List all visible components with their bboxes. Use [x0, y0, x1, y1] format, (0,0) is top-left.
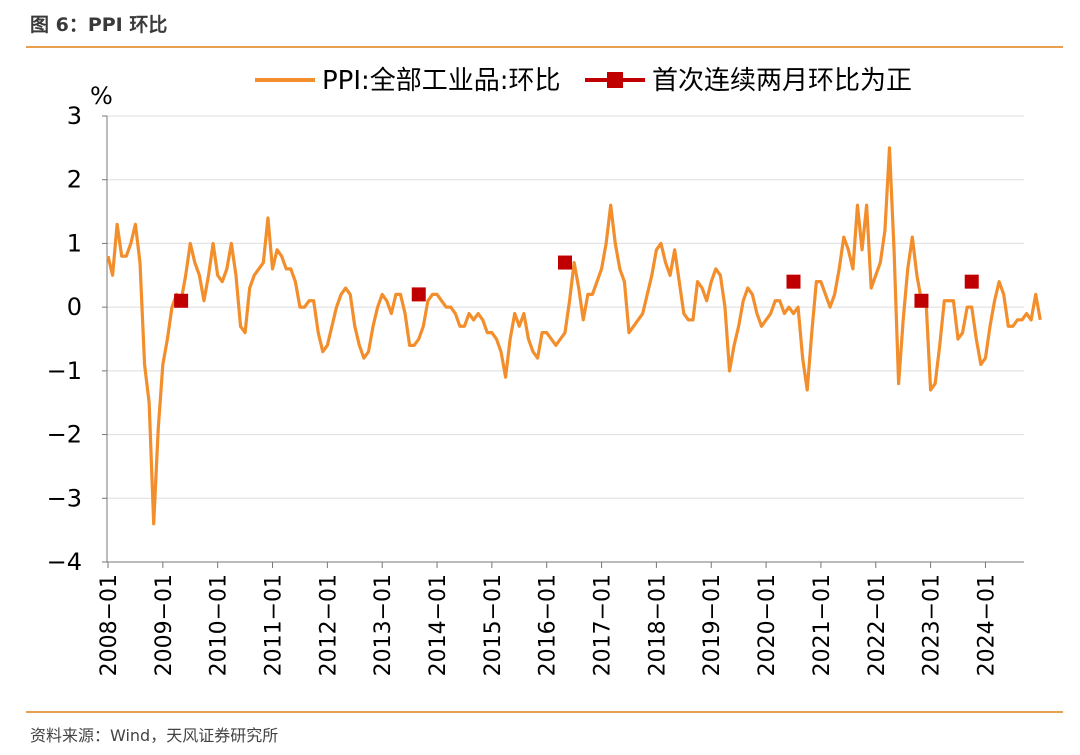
marker-point — [964, 274, 979, 289]
x-tick-label: 2021−01 — [810, 574, 835, 676]
y-tick-label: 3 — [67, 102, 82, 130]
x-tick-label: 2022−01 — [865, 574, 890, 676]
marker-point — [558, 255, 572, 270]
y-tick-label: 1 — [67, 229, 82, 257]
legend-label-ppi: PPI:全部工业品:环比 — [322, 66, 561, 96]
legend: PPI:全部工业品:环比 首次连续两月环比为正 — [255, 66, 912, 96]
x-tick-label: 2010−01 — [207, 574, 232, 676]
x-tick-label: 2016−01 — [536, 574, 561, 676]
source-note: 资料来源：Wind，天风证券研究所 — [30, 726, 279, 745]
bottom-divider — [26, 711, 1063, 713]
marker-point — [174, 293, 189, 308]
marker-point — [914, 293, 929, 308]
x-tick-label: 2019−01 — [700, 574, 725, 676]
x-tick-label: 2020−01 — [755, 574, 780, 676]
y-tick-labels: 3 2 1 0 −1 −2 −3 −4 — [47, 102, 107, 576]
marker-points — [174, 255, 979, 308]
marker-point — [411, 287, 426, 302]
x-tick-label: 2018−01 — [645, 574, 670, 676]
legend-label-marker: 首次连续两月环比为正 — [652, 66, 912, 96]
y-tick-label: −4 — [47, 548, 82, 576]
series-line-ppi — [106, 146, 1042, 526]
y-tick-label: −2 — [47, 421, 82, 449]
x-tick-label: 2015−01 — [481, 574, 506, 676]
x-tick-label: 2024−01 — [974, 574, 999, 676]
x-tick-labels: 2008−01 2009−01 2010−01 2011−01 2012−01 2013−… — [97, 562, 999, 676]
figure-title: 图 6：PPI 环比 — [30, 14, 168, 36]
top-divider — [26, 46, 1063, 48]
y-tick-label: −1 — [47, 357, 82, 385]
y-tick-label: 2 — [67, 166, 82, 194]
x-tick-label: 2012−01 — [316, 574, 341, 676]
y-axis-unit: % — [90, 82, 113, 110]
x-tick-label: 2008−01 — [97, 574, 122, 676]
x-tick-label: 2014−01 — [426, 574, 451, 676]
grid-lines — [107, 115, 1024, 499]
x-tick-label: 2017−01 — [591, 574, 616, 676]
x-tick-label: 2011−01 — [262, 574, 287, 676]
x-tick-label: 2023−01 — [920, 574, 945, 676]
y-tick-label: 0 — [67, 293, 82, 321]
x-tick-label: 2013−01 — [371, 574, 396, 676]
x-tick-label: 2009−01 — [152, 574, 177, 676]
y-tick-label: −3 — [47, 484, 82, 512]
legend-swatch-marker — [607, 72, 623, 88]
marker-point — [786, 274, 801, 289]
